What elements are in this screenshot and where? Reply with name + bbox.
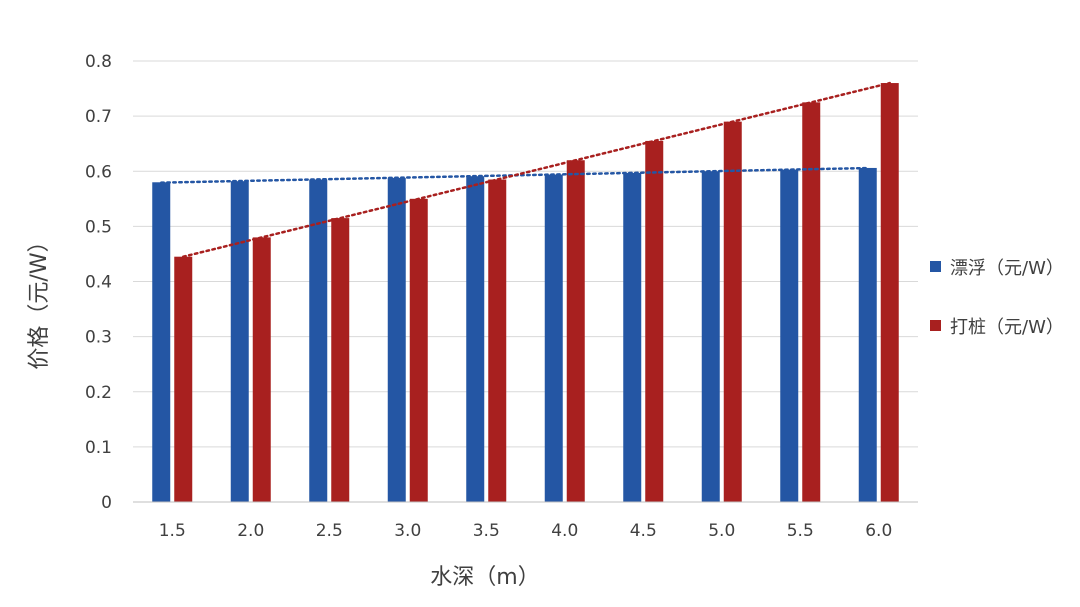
y-tick-label: 0.3 [85,328,112,348]
trendlines [160,81,891,258]
bar-piling [566,160,585,502]
x-tick-label: 1.5 [159,521,186,541]
bar-piling [331,218,350,502]
bar-floating [780,169,799,502]
bar-floating [230,181,249,503]
y-axis-ticks: 0 0.1 0.2 0.3 0.4 0.5 0.6 0.7 0.8 [85,52,112,513]
trendline-piling [182,81,891,258]
bar-floating [544,174,563,502]
y-tick-label: 0.1 [85,438,112,458]
x-tick-label: 4.5 [630,521,657,541]
y-tick-label: 0.2 [85,383,112,403]
bar-piling [252,237,271,502]
x-axis-title: 水深（m） [430,565,539,590]
bar-piling [174,256,193,502]
x-tick-label: 3.0 [394,521,421,541]
legend-swatch-floating [930,261,941,272]
y-tick-label: 0.5 [85,217,112,237]
x-tick-label: 5.0 [708,521,735,541]
y-tick-label: 0 [101,493,112,513]
x-tick-label: 4.0 [551,521,578,541]
bar-piling [880,83,899,503]
bar-floating [387,177,406,503]
x-tick-label: 5.5 [787,521,814,541]
bars [152,83,899,503]
legend-swatch-piling [930,320,941,331]
x-tick-label: 3.5 [473,521,500,541]
bar-floating [701,171,720,502]
bar-piling [645,140,664,502]
gridlines [133,60,918,448]
x-axis-ticks: 1.5 2.0 2.5 3.0 3.5 4.0 4.5 5.0 5.5 6.0 [159,521,893,541]
y-tick-label: 0.4 [85,273,112,293]
x-tick-label: 2.0 [237,521,264,541]
bar-piling [488,179,507,503]
bar-floating [152,182,171,502]
y-tick-label: 0.6 [85,162,112,182]
bar-floating [309,179,328,503]
bar-piling [723,121,742,502]
legend-label-floating: 漂浮（元/W） [950,258,1064,279]
bar-piling [409,198,428,502]
legend: 漂浮（元/W） 打桩（元/W） [930,258,1064,338]
y-tick-label: 0.8 [85,52,112,72]
bar-floating [466,176,485,502]
y-axis-title: 价格（元/W） [27,230,52,369]
y-tick-label: 0.7 [85,107,112,127]
bar-floating [623,172,642,502]
bar-piling [802,102,821,502]
x-tick-label: 6.0 [865,521,892,541]
x-tick-label: 2.5 [316,521,343,541]
legend-label-piling: 打桩（元/W） [950,317,1064,338]
bar-floating [858,167,877,502]
